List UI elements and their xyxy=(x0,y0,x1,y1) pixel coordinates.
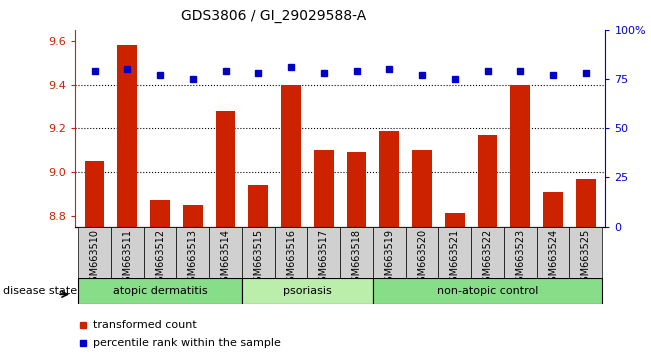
Bar xyxy=(543,192,563,227)
Text: non-atopic control: non-atopic control xyxy=(437,286,538,296)
Bar xyxy=(78,278,242,304)
Text: disease state: disease state xyxy=(3,286,77,296)
Bar xyxy=(478,135,497,227)
Text: GDS3806 / GI_29029588-A: GDS3806 / GI_29029588-A xyxy=(181,9,366,23)
Bar xyxy=(471,227,504,278)
Bar xyxy=(183,205,202,227)
Bar xyxy=(412,150,432,227)
Text: GSM663517: GSM663517 xyxy=(319,229,329,288)
Bar xyxy=(85,161,104,227)
Bar xyxy=(209,227,242,278)
Text: GSM663518: GSM663518 xyxy=(352,229,361,288)
Text: GSM663519: GSM663519 xyxy=(384,229,395,288)
Text: GSM663515: GSM663515 xyxy=(253,229,263,288)
Bar xyxy=(406,227,438,278)
Text: GSM663510: GSM663510 xyxy=(90,229,100,288)
Bar xyxy=(314,150,333,227)
Text: GSM663523: GSM663523 xyxy=(516,229,525,288)
Text: GSM663514: GSM663514 xyxy=(221,229,230,288)
Text: atopic dermatitis: atopic dermatitis xyxy=(113,286,207,296)
Bar xyxy=(307,227,340,278)
Bar xyxy=(445,213,465,227)
Text: percentile rank within the sample: percentile rank within the sample xyxy=(94,338,281,348)
Text: GSM663516: GSM663516 xyxy=(286,229,296,288)
Text: GSM663511: GSM663511 xyxy=(122,229,132,288)
Bar xyxy=(242,278,373,304)
Bar xyxy=(438,227,471,278)
Bar xyxy=(242,227,275,278)
Text: transformed count: transformed count xyxy=(94,320,197,330)
Bar xyxy=(249,185,268,227)
Bar xyxy=(373,227,406,278)
Bar xyxy=(111,227,144,278)
Bar xyxy=(281,85,301,227)
Bar xyxy=(380,131,399,227)
Text: GSM663522: GSM663522 xyxy=(482,229,493,289)
Bar xyxy=(215,111,236,227)
Bar xyxy=(570,227,602,278)
Text: psoriasis: psoriasis xyxy=(283,286,332,296)
Bar xyxy=(176,227,209,278)
Text: GSM663512: GSM663512 xyxy=(155,229,165,288)
Bar xyxy=(144,227,176,278)
Bar xyxy=(340,227,373,278)
Text: GSM663525: GSM663525 xyxy=(581,229,590,289)
Text: GSM663513: GSM663513 xyxy=(187,229,198,288)
Bar xyxy=(536,227,570,278)
Bar xyxy=(347,152,367,227)
Bar xyxy=(150,200,170,227)
Bar xyxy=(504,227,536,278)
Bar xyxy=(510,85,530,227)
Text: GSM663521: GSM663521 xyxy=(450,229,460,288)
Bar xyxy=(275,227,307,278)
Bar xyxy=(576,178,596,227)
Bar xyxy=(373,278,602,304)
Text: GSM663520: GSM663520 xyxy=(417,229,427,288)
Bar xyxy=(117,45,137,227)
Text: GSM663524: GSM663524 xyxy=(548,229,558,288)
Bar xyxy=(78,227,111,278)
